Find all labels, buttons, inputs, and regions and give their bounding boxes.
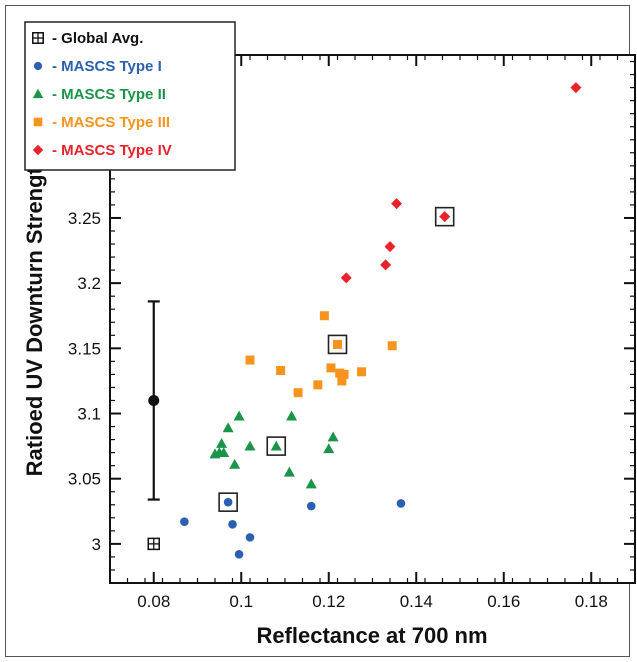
legend-label-mascs-type-i: - MASCS Type I (52, 58, 162, 75)
legend-marker-mascs-type-iii (33, 117, 43, 127)
mascs-type-i-point (228, 520, 237, 529)
y-tick-label: 3.15 (68, 339, 101, 358)
mascs-type-i-point (180, 517, 189, 527)
legend: - Global Avg. - MASCS Type I - MASCS Type … (24, 21, 236, 171)
x-tick-labels: 0.08 0.1 0.12 0.14 0.16 0.18 (137, 592, 608, 611)
mascs-type-ii-point (244, 440, 256, 451)
y-tick-label: 3.05 (68, 470, 101, 489)
highlight-box (218, 492, 238, 512)
legend-marker-global-avg (32, 32, 44, 44)
mascs-type-iii-point (313, 380, 323, 390)
legend-box (24, 21, 236, 171)
mascs-type-iii-point (357, 367, 367, 377)
mascs-type-i-point (306, 501, 316, 511)
mascs-type-ii-point (216, 438, 228, 448)
legend-marker-mascs-type-i (33, 61, 43, 71)
x-tick-label: 0.12 (312, 592, 345, 611)
legend-label-mascs-type-iii: - MASCS Type III (52, 114, 170, 131)
legend-marker-mascs-type-ii (32, 88, 44, 99)
mascs-type-i-point (234, 550, 244, 559)
mascs-type-ii-point (233, 410, 245, 421)
mascs-type-iii-point (333, 339, 342, 349)
y-axis-title: Ratioed UV Downturn Strength (22, 154, 47, 477)
mascs-type-ii-point (229, 458, 241, 469)
x-tick-label: 0.14 (400, 592, 433, 611)
mascs-type-iv-point (439, 211, 451, 223)
y-tick-label: 3.25 (68, 209, 101, 228)
x-axis-title: Reflectance at 700 nm (256, 623, 487, 648)
x-tick-label: 0.18 (575, 592, 608, 611)
mascs-type-iii-point (337, 376, 347, 386)
global-avg-point (147, 537, 160, 551)
y-tick-labels: 3 3.05 3.1 3.15 3.2 3.25 (68, 209, 101, 554)
mascs-type-iii-point (339, 369, 349, 379)
mascs-type-iv-point (380, 259, 392, 271)
mascs-type-ii-point (283, 466, 295, 477)
data-points (147, 82, 582, 559)
legend-marker-mascs-type-iv (32, 144, 44, 156)
mascs-type-iii-point (245, 355, 255, 365)
mascs-type-i-point (245, 533, 255, 542)
mascs-type-ii-point (218, 447, 230, 458)
legend-label-global-avg: - Global Avg. (52, 30, 143, 47)
mascs-type-i-point (396, 499, 406, 508)
mascs-type-ii-point (327, 431, 339, 442)
highlight-box (327, 334, 348, 355)
y-tick-label: 3.2 (77, 274, 101, 293)
legend-label-mascs-type-ii: - MASCS Type II (52, 86, 166, 103)
mascs-type-iv-point (384, 241, 396, 253)
x-tick-label: 0.08 (137, 592, 170, 611)
mascs-type-iii-point (293, 388, 303, 398)
y-tick-label: 3 (92, 535, 101, 554)
highlight-boxes (218, 206, 455, 512)
error-bar-mean (148, 394, 160, 406)
mascs-type-ii-point (286, 410, 298, 421)
mascs-type-ii-point (222, 422, 234, 433)
mascs-type-iii-point (387, 341, 397, 351)
legend-label-mascs-type-iv: - MASCS Type IV (52, 142, 172, 159)
mascs-type-ii-point (270, 440, 282, 451)
error-bar (147, 300, 160, 501)
mascs-type-iii-point (319, 311, 329, 321)
highlight-box (266, 436, 287, 456)
mascs-type-iv-point (391, 198, 403, 210)
mascs-type-iv-point (340, 272, 352, 284)
mascs-type-ii-point (323, 443, 335, 454)
mascs-type-iv-point (570, 82, 582, 94)
y-tick-label: 3.1 (77, 405, 101, 424)
x-tick-label: 0.1 (229, 592, 253, 611)
x-tick-label: 0.16 (487, 592, 520, 611)
mascs-type-iii-point (326, 363, 336, 373)
mascs-type-i-point (223, 497, 233, 507)
highlight-box (434, 206, 455, 227)
mascs-type-iii-point (276, 365, 286, 375)
mascs-type-ii-point (305, 478, 317, 489)
